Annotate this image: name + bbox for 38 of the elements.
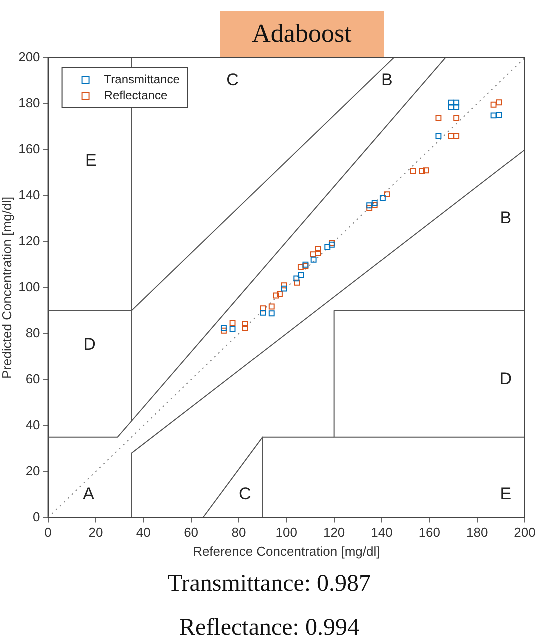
- y-tick-label: 40: [26, 417, 40, 432]
- annotation: D: [84, 335, 96, 354]
- y-tick-label: 80: [26, 325, 40, 340]
- text: Reflectance: 0.994: [178, 614, 360, 642]
- y-tick-label: 140: [18, 188, 40, 203]
- x-axis-title: Reference Concentration [mg/dl]: [193, 544, 380, 559]
- text: Transmittance: 0.987: [166, 570, 372, 599]
- x-tick-label: 0: [44, 525, 52, 540]
- annotation: A: [83, 484, 96, 504]
- annotation: E: [86, 151, 97, 170]
- x-tick-label: 80: [232, 525, 246, 540]
- y-tick-label: 100: [18, 279, 40, 294]
- x-tick-label: 160: [418, 525, 441, 540]
- annotation: C: [239, 484, 252, 504]
- chart-title: Adaboost: [220, 11, 384, 57]
- y-axis-title: Predicted Concentration [mg/dl]: [0, 196, 14, 379]
- y-tick-label: 60: [26, 371, 40, 386]
- y-tick-label: 0: [33, 509, 40, 524]
- x-tick-label: 100: [276, 525, 298, 540]
- x-tick-label: 140: [371, 525, 393, 540]
- x-tick-label: 200: [514, 525, 536, 540]
- legend-label: Transmittance: [104, 72, 180, 86]
- annotation: B: [500, 208, 512, 228]
- annotation: C: [226, 70, 239, 90]
- x-tick-label: 40: [136, 525, 151, 540]
- x-tick-label: 120: [323, 525, 346, 540]
- y-tick-label: 160: [18, 142, 40, 157]
- legend-label: Reflectance: [104, 88, 168, 102]
- y-tick-label: 120: [18, 234, 40, 248]
- x-tick-label: 60: [184, 525, 199, 540]
- y-tick-label: 20: [26, 463, 40, 478]
- x-tick-label: 180: [466, 525, 488, 540]
- y-tick-label: 200: [18, 50, 40, 65]
- annotation: B: [382, 70, 393, 90]
- annotation: D: [500, 370, 512, 389]
- y-tick-label: 180: [18, 96, 40, 111]
- x-tick-label: 20: [88, 525, 104, 540]
- annotation: E: [500, 484, 512, 504]
